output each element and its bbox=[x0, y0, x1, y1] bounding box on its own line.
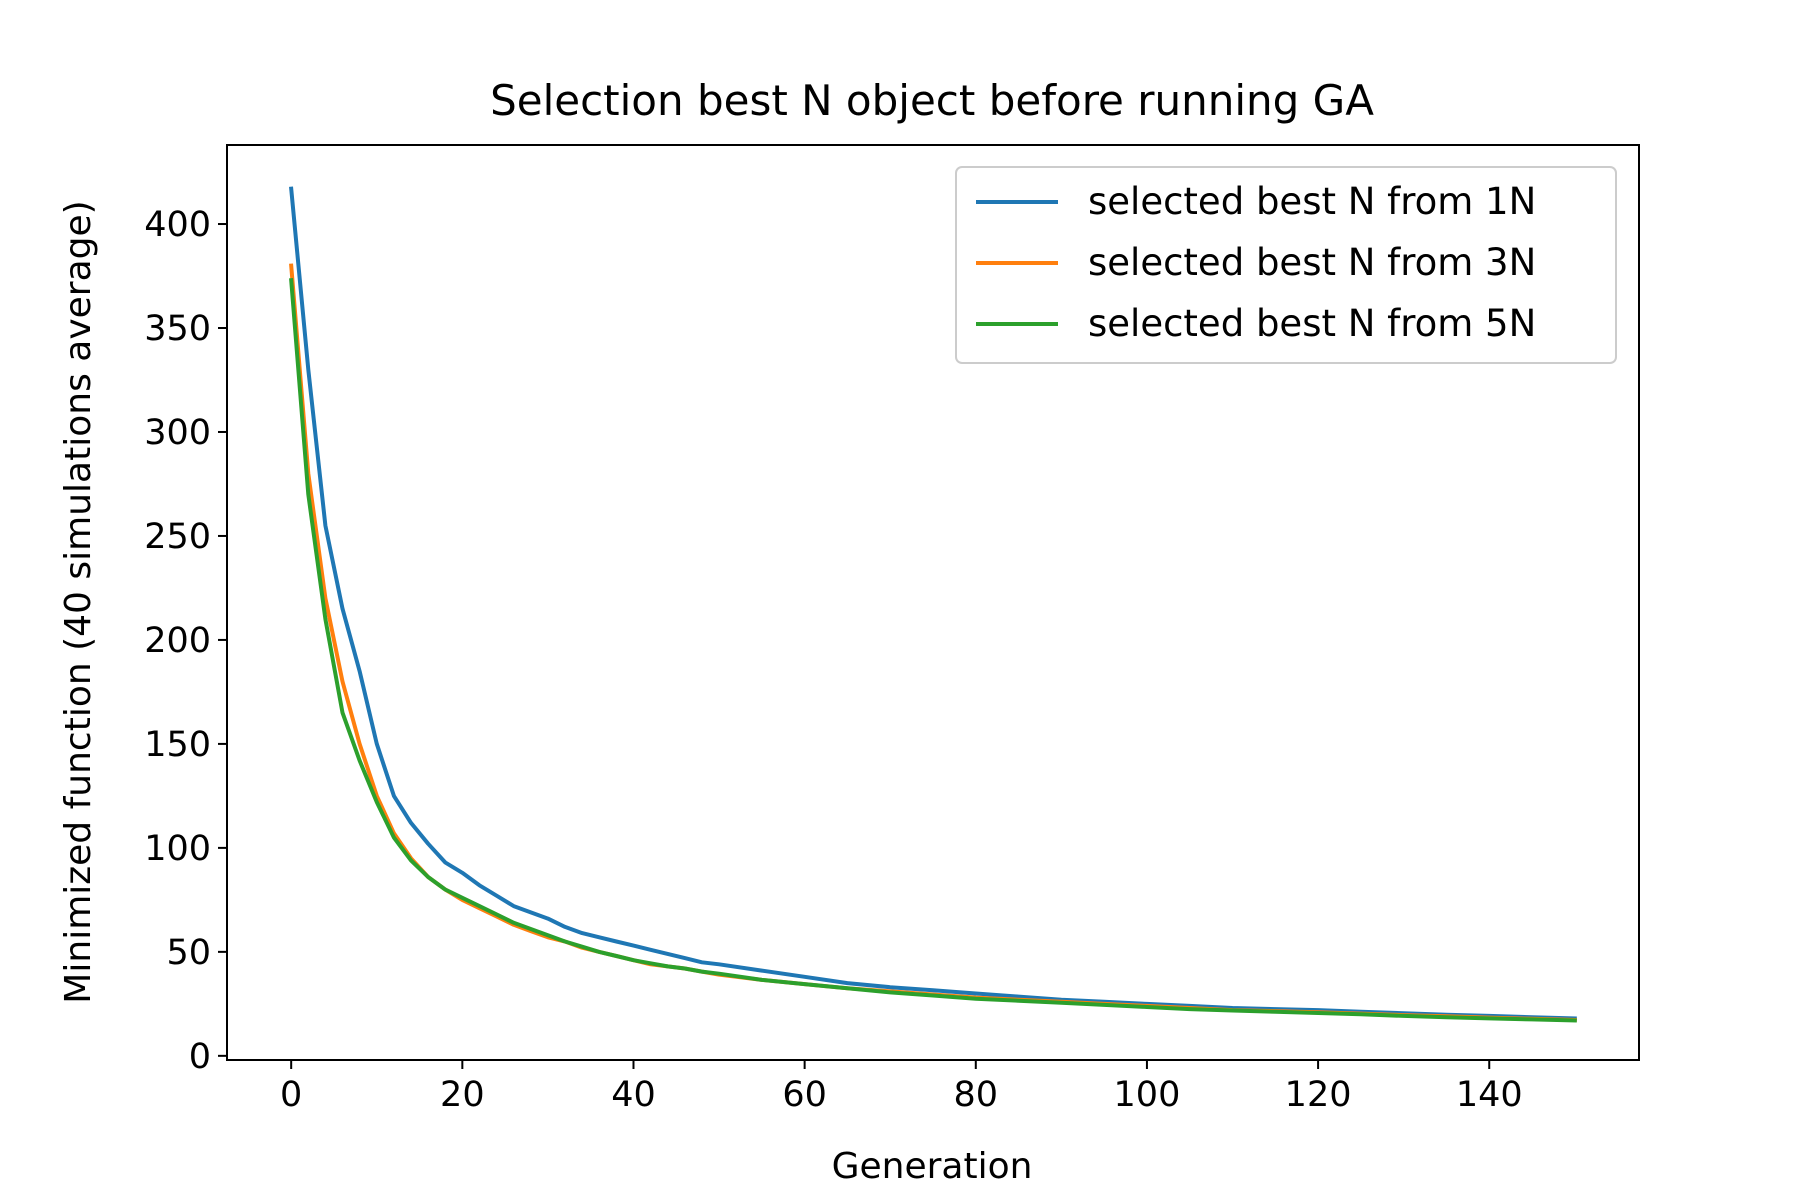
series-line-3 bbox=[289, 278, 1577, 1023]
x-tick-label: 60 bbox=[782, 1075, 827, 1115]
x-tick-label: 120 bbox=[1285, 1075, 1352, 1115]
y-axis: 0 50 100 150 200 250 300 350 400 bbox=[144, 205, 227, 1077]
plot-frame bbox=[226, 144, 1640, 1061]
y-axis-label: Minimized function (40 simulations avera… bbox=[58, 200, 99, 1003]
y-tick-label: 0 bbox=[189, 1037, 211, 1077]
y-tick-label: 250 bbox=[144, 517, 211, 557]
chart-title: Selection best N object before running G… bbox=[490, 76, 1374, 125]
legend-label-1: selected best N from 1N bbox=[1088, 180, 1536, 223]
x-tick-label: 100 bbox=[1114, 1075, 1181, 1115]
y-tick-label: 100 bbox=[144, 829, 211, 869]
series-line-1 bbox=[289, 186, 1577, 1021]
x-tick-label: 40 bbox=[611, 1075, 656, 1115]
legend-label-2: selected best N from 3N bbox=[1088, 241, 1536, 284]
legend: selected best N from 1N selected best N f… bbox=[955, 166, 1617, 364]
legend-box bbox=[955, 166, 1617, 364]
x-tick-label: 140 bbox=[1456, 1075, 1523, 1115]
y-tick-label: 50 bbox=[166, 933, 211, 973]
y-tick-label: 300 bbox=[144, 413, 211, 453]
y-tick-label: 200 bbox=[144, 621, 211, 661]
y-tick-label: 350 bbox=[144, 309, 211, 349]
x-axis: 0 20 40 60 80 100 120 140 bbox=[280, 1060, 1523, 1115]
series-layer bbox=[289, 186, 1577, 1023]
y-tick-label: 150 bbox=[144, 725, 211, 765]
legend-label-3: selected best N from 5N bbox=[1088, 302, 1536, 345]
y-tick-label: 400 bbox=[144, 205, 211, 245]
x-axis-label: Generation bbox=[832, 1146, 1033, 1187]
x-tick-label: 20 bbox=[440, 1075, 485, 1115]
x-tick-label: 0 bbox=[280, 1075, 302, 1115]
x-tick-label: 80 bbox=[954, 1075, 999, 1115]
